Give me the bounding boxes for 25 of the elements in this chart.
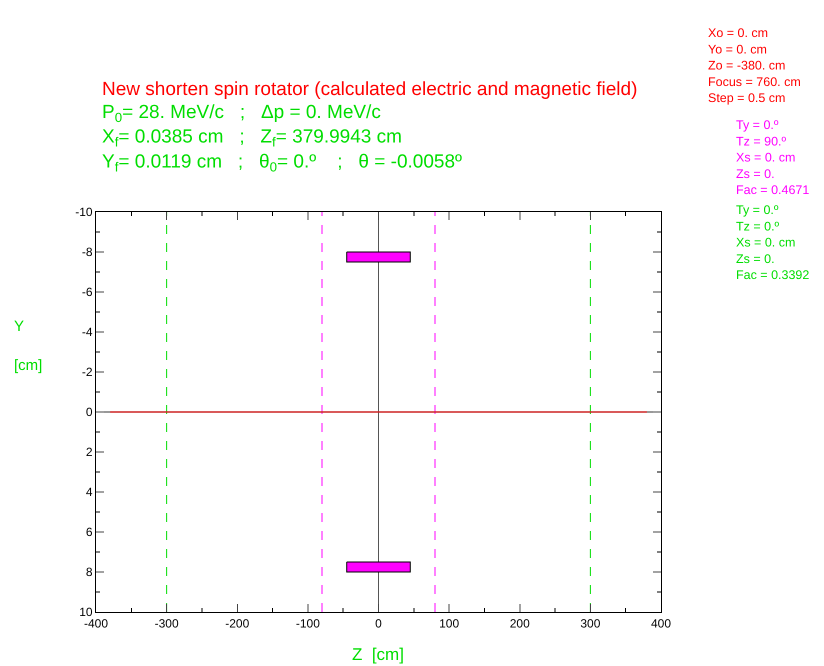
text: Ty = 0.º Tz = 0.º Xs = 0. cm Zs = 0. Fac = 0.3392 <box>736 203 810 282</box>
x-tick-label: 300 <box>580 616 601 630</box>
x-axis-title: Z [cm] <box>352 645 404 664</box>
chart-title: New shorten spin rotator (calculated electric and magnetic field) <box>102 79 638 100</box>
text: Y [cm] <box>14 318 42 374</box>
y-tick-label: 4 <box>86 485 93 500</box>
x-tick-label: 100 <box>439 616 460 630</box>
y-tick-label: 8 <box>86 565 93 580</box>
y-tick-label: 6 <box>86 525 93 540</box>
x-tick-label: -300 <box>154 616 179 630</box>
x-tick-label: 0 <box>375 616 382 630</box>
y-tick-label: -6 <box>82 285 93 300</box>
x-tick-label: -100 <box>296 616 320 630</box>
text: Ty = 0.º Tz = 90.º Xs = 0. cm Zs = 0. Fac = 0.4671 <box>736 118 810 197</box>
y-tick-label: -2 <box>82 365 93 380</box>
y-tick-label: 2 <box>86 445 93 460</box>
text: Xo = 0. cm Yo = 0. cm Zo = -380. cm Focus = 760. cm Step = 0.5 cm <box>708 26 801 105</box>
x-tick-label: 400 <box>650 616 672 630</box>
y-tick-label: -8 <box>82 245 93 260</box>
y-tick-label: 0 <box>86 405 93 420</box>
x-tick-label: -200 <box>225 616 250 630</box>
y-tick-label: -4 <box>82 325 93 340</box>
x-tick-label: 200 <box>510 616 530 630</box>
text: P$_{0}$= 28. MeV/c ; Δp = 0. MeV/c X$_{f}$= 0.0385 cm ; Z$_{f}$= 379.9943 cm Y$_{f}$= 0.0119 cm ; θ$_{0}$= 0.º ; θ = -0.0058º <box>102 102 462 174</box>
y-tick-label: -10 <box>75 205 93 220</box>
